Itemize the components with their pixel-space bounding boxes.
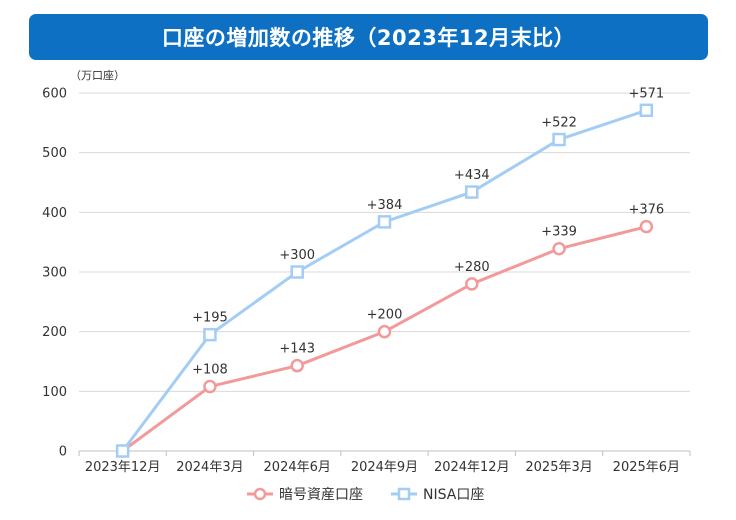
y-tick-label-0: 0 <box>59 445 67 460</box>
series-1-point-5 <box>552 132 566 147</box>
series-1-point-6 <box>639 103 654 118</box>
y-tick-label-600: 600 <box>42 87 67 102</box>
x-tick-label-0: 2023年12月 <box>85 460 161 475</box>
series-0-data-label-1: +108 <box>192 363 228 378</box>
series-line-0 <box>121 225 648 453</box>
series-1-point-2 <box>290 265 304 279</box>
series-0-point-4 <box>465 277 479 291</box>
y-tick-label-300: 300 <box>42 266 67 281</box>
x-tick-label-4: 2024年12月 <box>434 460 510 475</box>
x-tick-label-6: 2025年6月 <box>613 460 680 475</box>
series-0-point-5 <box>552 241 566 256</box>
x-tick-label-2: 2024年6月 <box>264 460 331 475</box>
series-0-data-label-6: +376 <box>628 203 664 218</box>
series-1-data-label-6: +571 <box>628 86 664 101</box>
series-line-1 <box>121 108 648 453</box>
x-tick-label-3: 2024年9月 <box>351 460 418 475</box>
series-1-point-1 <box>203 327 217 342</box>
series-1-point-0 <box>115 444 130 458</box>
legend-label-0: 暗号資産口座 <box>279 487 363 503</box>
legend-label-1: NISA口座 <box>423 487 484 503</box>
series-1-data-label-2: +300 <box>279 248 315 263</box>
x-tick-label-1: 2024年3月 <box>176 460 243 475</box>
series-1-data-label-4: +434 <box>454 168 490 183</box>
series-0-point-2 <box>290 358 304 373</box>
y-unit-label: （万口座） <box>70 68 125 82</box>
series-1-point-4 <box>465 185 479 199</box>
series-1-data-label-1: +195 <box>192 311 228 326</box>
series-0-data-label-4: +280 <box>454 260 490 275</box>
legend-marker-1 <box>397 487 411 501</box>
y-tick-label-500: 500 <box>42 146 67 161</box>
series-1-data-label-3: +384 <box>367 198 403 213</box>
y-tick-label-200: 200 <box>42 325 67 340</box>
y-tick-label-400: 400 <box>42 206 67 221</box>
series-0-point-1 <box>203 379 217 394</box>
y-tick-label-100: 100 <box>42 385 67 400</box>
series-0-data-label-3: +200 <box>367 308 403 323</box>
series-0-point-3 <box>377 324 392 339</box>
legend-marker-0 <box>253 487 267 501</box>
series-0-data-label-2: +143 <box>279 342 315 357</box>
series-1-point-3 <box>377 215 392 229</box>
x-tick-label-5: 2025年3月 <box>525 460 592 475</box>
series-0-data-label-5: +339 <box>541 225 577 240</box>
series-0-point-6 <box>639 219 654 234</box>
chart-title: 口座の増加数の推移（2023年12月末比） <box>29 14 708 60</box>
series-1-data-label-5: +522 <box>541 116 577 131</box>
